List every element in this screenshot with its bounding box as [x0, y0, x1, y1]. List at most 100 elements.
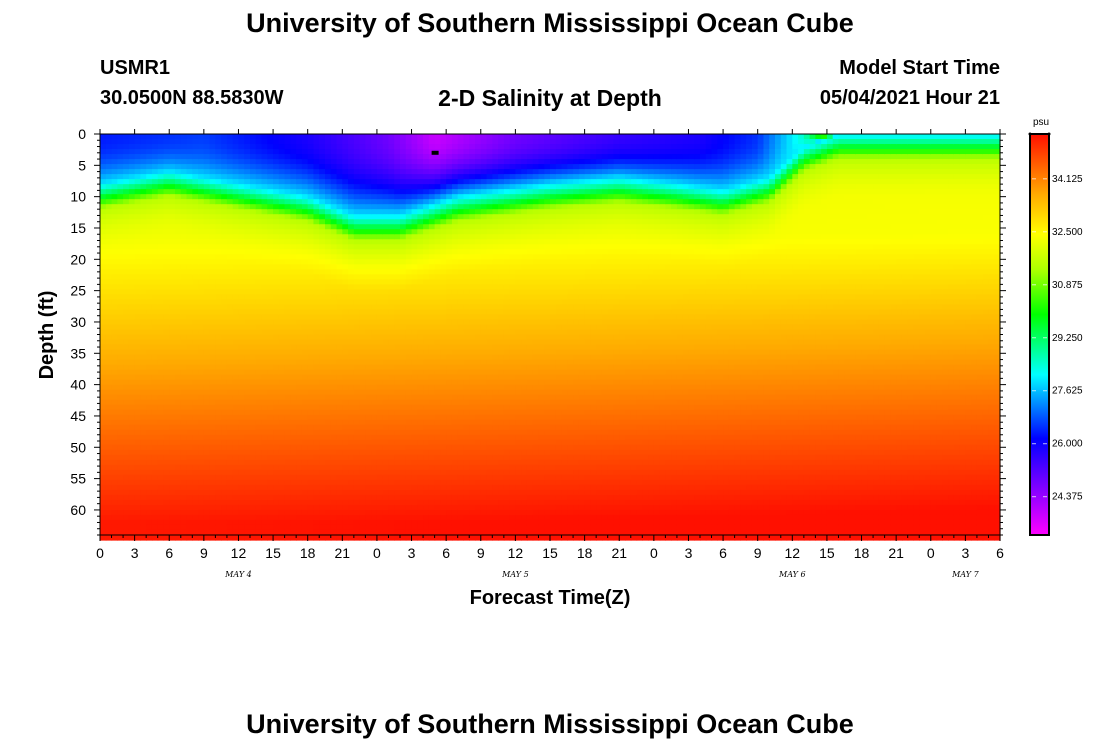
- heatmap-cell: [307, 504, 315, 511]
- heatmap-cell: [394, 229, 401, 235]
- heatmap-cell: [296, 254, 303, 260]
- heatmap-cell: [371, 219, 378, 225]
- heatmap-cell: [353, 229, 361, 235]
- heatmap-cell: [319, 174, 326, 180]
- heatmap-cell: [423, 199, 430, 205]
- heatmap-cell: [440, 404, 447, 411]
- heatmap-cell: [290, 329, 297, 336]
- heatmap-cell: [371, 464, 378, 471]
- heatmap-cell: [221, 179, 228, 185]
- heatmap-cell: [221, 444, 228, 451]
- heatmap-cell: [250, 164, 257, 170]
- heatmap-cell: [301, 384, 309, 391]
- heatmap-cell: [440, 449, 447, 456]
- heatmap-cell: [400, 189, 407, 195]
- heatmap-cell: [307, 174, 315, 180]
- heatmap-cell: [417, 379, 424, 386]
- heatmap-cell: [394, 344, 401, 351]
- heatmap-cell: [307, 239, 315, 245]
- heatmap-cell: [446, 304, 453, 311]
- heatmap-cell: [313, 364, 320, 371]
- heatmap-cell: [244, 399, 251, 406]
- heatmap-cell: [209, 259, 216, 265]
- heatmap-cell: [186, 144, 193, 150]
- heatmap-cell: [151, 444, 159, 451]
- heatmap-cell: [134, 514, 141, 521]
- heatmap-cell: [388, 309, 395, 316]
- heatmap-cell: [111, 144, 118, 150]
- heatmap-cell: [255, 364, 263, 371]
- heatmap-cell: [267, 149, 274, 155]
- heatmap-cell: [319, 294, 326, 301]
- heatmap-cell: [313, 159, 320, 165]
- heatmap-cell: [307, 399, 315, 406]
- heatmap-cell: [232, 149, 240, 155]
- heatmap-cell: [417, 474, 424, 481]
- heatmap-cell: [123, 464, 130, 471]
- heatmap-cell: [146, 224, 153, 230]
- heatmap-cell: [330, 529, 338, 536]
- heatmap-cell: [423, 234, 430, 240]
- heatmap-cell: [198, 394, 205, 401]
- heatmap-cell: [307, 379, 315, 386]
- heatmap-cell: [140, 269, 147, 275]
- heatmap-cell: [255, 379, 263, 386]
- heatmap-cell: [192, 299, 199, 306]
- heatmap-cell: [203, 279, 211, 285]
- heatmap-cell: [319, 424, 326, 431]
- heatmap-cell: [163, 254, 170, 260]
- heatmap-cell: [261, 379, 268, 386]
- heatmap-cell: [428, 134, 436, 140]
- heatmap-cell: [273, 324, 280, 331]
- heatmap-cell: [428, 254, 436, 260]
- heatmap-cell: [348, 314, 355, 321]
- heatmap-cell: [446, 149, 453, 155]
- heatmap-cell: [117, 469, 124, 476]
- heatmap-cell: [394, 169, 401, 175]
- heatmap-cell: [423, 219, 430, 225]
- heatmap-cell: [238, 504, 245, 511]
- heatmap-cell: [244, 169, 251, 175]
- heatmap-cell: [151, 219, 159, 225]
- heatmap-cell: [100, 254, 107, 260]
- heatmap-cell: [348, 174, 355, 180]
- heatmap-cell: [198, 469, 205, 476]
- heatmap-cell: [423, 349, 430, 356]
- heatmap-cell: [244, 329, 251, 336]
- heatmap-cell: [226, 364, 234, 371]
- heatmap-cell: [353, 374, 361, 381]
- heatmap-cell: [267, 414, 274, 421]
- heatmap-cell: [221, 329, 228, 336]
- heatmap-cell: [244, 184, 251, 190]
- heatmap-cell: [117, 414, 124, 421]
- heatmap-cell: [290, 359, 297, 366]
- heatmap-cell: [198, 474, 205, 481]
- heatmap-cell: [394, 459, 401, 466]
- heatmap-cell: [123, 504, 130, 511]
- heatmap-cell: [417, 524, 424, 531]
- heatmap-cell: [261, 514, 268, 521]
- heatmap-cell: [198, 489, 205, 496]
- heatmap-cell: [313, 254, 320, 260]
- heatmap-cell: [111, 294, 118, 301]
- heatmap-cell: [123, 209, 130, 215]
- heatmap-cell: [434, 154, 441, 160]
- heatmap-cell: [140, 364, 147, 371]
- heatmap-cell: [261, 429, 268, 436]
- heatmap-cell: [175, 204, 182, 210]
- heatmap-cell: [290, 244, 297, 250]
- heatmap-cell: [134, 384, 141, 391]
- heatmap-cell: [371, 394, 378, 401]
- heatmap-cell: [319, 274, 326, 280]
- heatmap-cell: [100, 309, 107, 316]
- heatmap-cell: [434, 199, 441, 205]
- heatmap-cell: [388, 204, 395, 210]
- heatmap-cell: [232, 429, 240, 436]
- heatmap-cell: [117, 459, 124, 466]
- heatmap-cell: [140, 374, 147, 381]
- heatmap-cell: [203, 244, 211, 250]
- heatmap-cell: [342, 504, 349, 511]
- heatmap-cell: [296, 304, 303, 311]
- heatmap-cell: [255, 314, 263, 321]
- heatmap-cell: [313, 314, 320, 321]
